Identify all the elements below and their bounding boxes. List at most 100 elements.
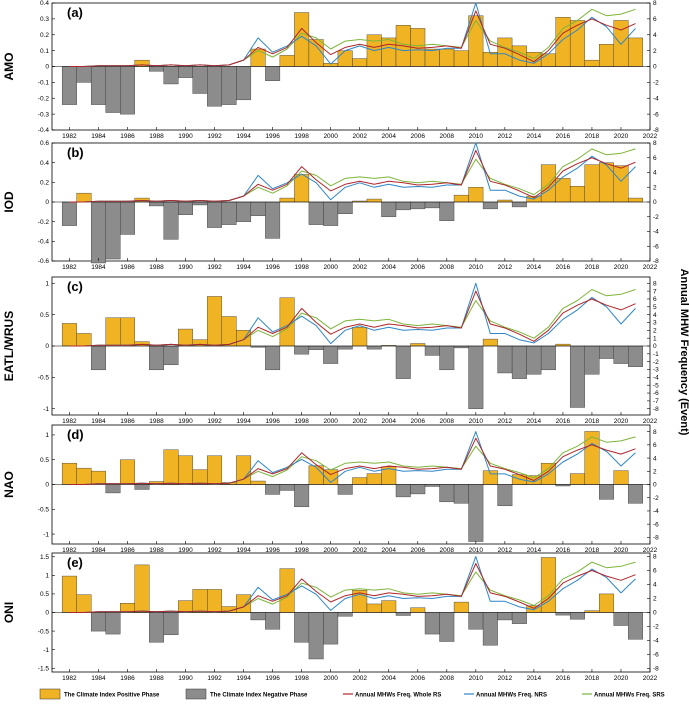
- positive-bar-1984: [90, 470, 106, 485]
- positive-bar-2019: [598, 162, 614, 203]
- left-tick-label: 0.5: [40, 457, 49, 464]
- x-tick-label: 2012: [498, 133, 513, 140]
- negative-bar-2012: [497, 484, 513, 507]
- negative-bar-2012: [497, 612, 513, 621]
- negative-bar-1986: [120, 66, 135, 115]
- positive-bar-1991: [192, 469, 208, 485]
- right-tick-label: 4: [653, 170, 657, 177]
- positive-bar-2002: [352, 58, 368, 67]
- panel-label: (c): [67, 279, 83, 294]
- negative-bar-2005: [395, 612, 411, 616]
- left-tick-label: 0.5: [40, 312, 49, 319]
- left-tick-label: 0.2: [40, 32, 49, 39]
- positive-bar-2019: [598, 593, 614, 613]
- x-tick-label: 2016: [556, 418, 571, 425]
- negative-bar-1990: [178, 201, 193, 215]
- positive-bar-2003: [366, 198, 382, 203]
- right-tick-label: 6: [653, 442, 657, 449]
- negative-bar-1994: [236, 201, 252, 222]
- negative-bar-1996: [265, 345, 281, 371]
- negative-bar-2011: [482, 201, 498, 210]
- x-tick-label: 2022: [643, 675, 658, 682]
- negative-bar-1989: [163, 201, 179, 240]
- positive-bar-2006: [410, 343, 426, 347]
- left-tick-label: 0.4: [40, 160, 49, 167]
- negative-bar-2008: [439, 345, 455, 371]
- panel-amo: 0.4 0.3 0.2 0.1 0 -0.1 -0.2 -0.3 -0.4 8 6 4 2 0 -2 -4 -6…: [2, 0, 659, 140]
- negative-bar-2019: [598, 484, 614, 500]
- negative-bar-2004: [381, 201, 397, 217]
- x-tick-label: 2010: [469, 675, 484, 682]
- positive-bar-1986: [120, 459, 135, 485]
- positive-bar-1998: [294, 174, 310, 203]
- positive-bar-2013: [511, 45, 527, 67]
- x-tick-label: 2000: [323, 418, 338, 425]
- x-tick-label: 2008: [440, 675, 455, 682]
- x-tick-label: 2008: [440, 133, 455, 140]
- left-tick-label: 0.2: [40, 180, 49, 187]
- x-tick-label: 2018: [585, 264, 600, 271]
- x-tick-label: 2016: [556, 547, 571, 554]
- positive-bar-1990: [178, 328, 193, 347]
- negative-bar-2005: [395, 201, 411, 211]
- positive-bar-1982: [61, 575, 77, 613]
- negative-bar-1985: [105, 484, 121, 494]
- x-tick-label: 1986: [120, 547, 135, 554]
- x-tick-label: 2004: [382, 675, 397, 682]
- whole-rs-line: [69, 437, 636, 485]
- negative-bar-2000: [323, 201, 339, 226]
- right-tick-label: 8: [653, 0, 657, 7]
- x-tick-label: 1988: [149, 264, 164, 271]
- right-tick-label: -2: [653, 359, 659, 366]
- x-tick-label: 1988: [149, 547, 164, 554]
- positive-bar-2018: [584, 59, 600, 67]
- negative-bar-2021: [628, 484, 643, 504]
- left-tick-label: -0.4: [38, 239, 50, 246]
- x-tick-label: 1988: [149, 675, 164, 682]
- panel-nao: 1 0.5 0 -0.5 -1 8 6 4 2 0 -2 -4 -6 -8 1982 1984 1986 1988…: [2, 424, 659, 554]
- legend-label: Annual MHWs Freq. Whole RS: [355, 693, 441, 699]
- x-tick-label: 2002: [352, 675, 367, 682]
- y-axis-label: AMO: [2, 53, 16, 81]
- panels: 0.4 0.3 0.2 0.1 0 -0.1 -0.2 -0.3 -0.4 8 6 4 2 0 -2 -4 -6…: [2, 0, 659, 682]
- right-tick-label: -2: [653, 80, 659, 87]
- negative-bar-1999: [308, 345, 324, 350]
- negative-bar-2010: [468, 612, 484, 630]
- right-tick-label: -8: [653, 666, 659, 673]
- positive-bar-1987: [134, 341, 150, 347]
- positive-bar-2018: [584, 164, 600, 203]
- negative-bar-1996: [265, 66, 281, 81]
- x-tick-label: 2012: [498, 675, 513, 682]
- x-tick-label: 2012: [498, 264, 513, 271]
- x-tick-label: 2020: [614, 675, 629, 682]
- negative-bar-2019: [598, 345, 614, 359]
- x-tick-label: 1984: [91, 133, 106, 140]
- x-tick-label: 1994: [236, 675, 251, 682]
- panel-eatl-wrus: 10.50-0.5-1876543210-1-2-3-4-5-6-7-81982…: [2, 276, 659, 425]
- right-tick-label: -8: [653, 535, 659, 542]
- negative-bar-2021: [628, 345, 643, 367]
- x-tick-label: 1996: [265, 133, 280, 140]
- legend-label: Annual MHWs Freq. NRS: [476, 693, 547, 699]
- x-tick-label: 2010: [469, 264, 484, 271]
- positive-bar-2009: [453, 194, 469, 203]
- x-tick-label: 1990: [178, 547, 193, 554]
- negative-bar-2012: [497, 345, 513, 374]
- positive-bar-2017: [569, 20, 585, 67]
- x-tick-label: 2018: [585, 133, 600, 140]
- negative-bar-2008: [439, 612, 455, 642]
- positive-bar-1982: [61, 323, 77, 347]
- positive-bar-1986: [120, 317, 135, 347]
- right-tick-label: -4: [653, 229, 659, 236]
- left-tick-label: 0: [45, 199, 49, 206]
- legend-item-5: Annual MHWs Freq. SRS: [582, 693, 665, 699]
- x-tick-label: 1998: [294, 264, 309, 271]
- negative-bar-1988: [149, 345, 164, 371]
- x-tick-label: 1992: [207, 133, 222, 140]
- negative-bar-2000: [323, 345, 339, 364]
- negative-bar-1983: [76, 66, 92, 83]
- x-tick-label: 1982: [62, 133, 77, 140]
- negative-bar-1993: [221, 66, 237, 105]
- x-tick-label: 2022: [643, 133, 658, 140]
